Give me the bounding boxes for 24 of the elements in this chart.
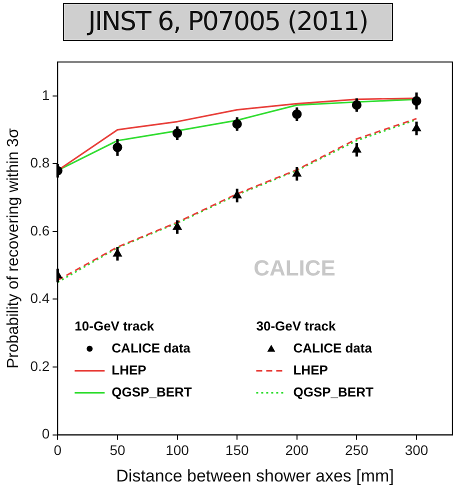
x-tick-label: 150 (225, 442, 249, 458)
legend-label: QGSP_BERT (112, 384, 192, 400)
x-tick-label: 200 (285, 442, 309, 458)
x-tick-label: 100 (166, 442, 190, 458)
x-tick-label: 300 (404, 442, 428, 458)
y-tick-label: 0.6 (30, 222, 50, 238)
legend-label: QGSP_BERT (293, 384, 374, 400)
y-axis-title: Probability of recovering within 3σ (5, 128, 22, 369)
x-axis-title: Distance between shower axes [mm] (116, 466, 394, 486)
annotation: 30-GeV track (256, 318, 337, 334)
x-tick-label: 0 (54, 442, 62, 458)
y-tick-label: 0 (42, 426, 50, 442)
legend-label: LHEP (112, 362, 147, 378)
annotation: 10-GeV track (74, 318, 155, 334)
x-tick-label: 50 (110, 442, 126, 458)
y-tick-label: 0.2 (30, 358, 50, 374)
chart-title: JINST 6, P07005 (2011) (63, 3, 393, 41)
x-tick-label: 250 (345, 442, 369, 458)
y-tick-label: 0.8 (30, 154, 50, 171)
legend-label: CALICE data (293, 340, 373, 356)
y-tick-label: 0.4 (30, 290, 50, 306)
y-tick-label: 1 (42, 86, 50, 103)
legend-label: LHEP (293, 362, 328, 378)
legend-label: CALICE data (112, 340, 192, 356)
